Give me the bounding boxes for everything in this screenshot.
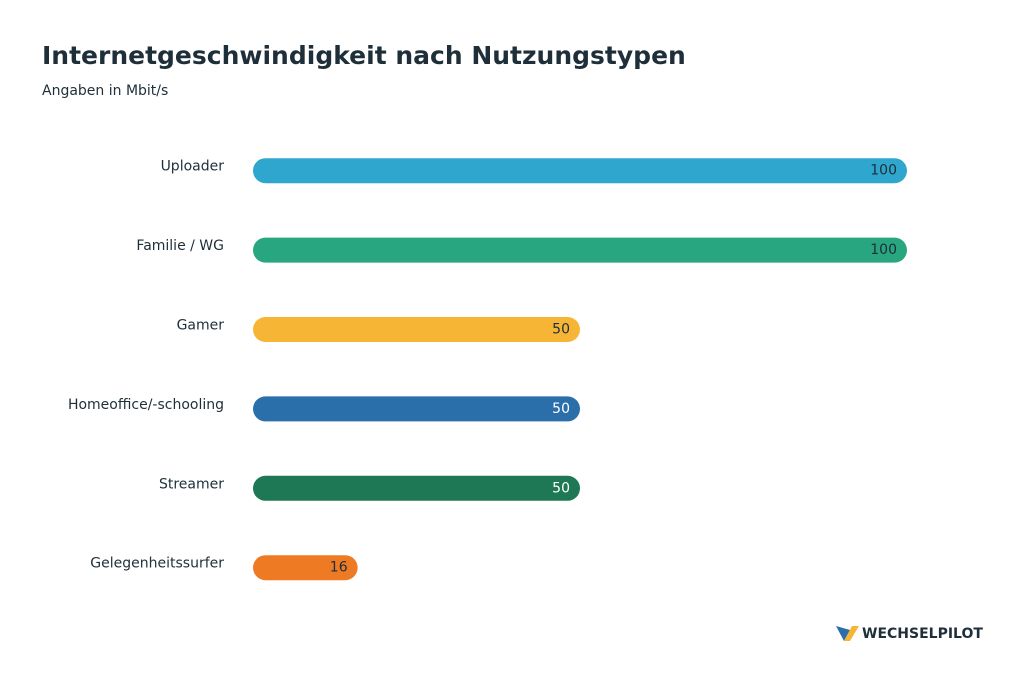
value-label: 50 [552,401,570,417]
value-label: 100 [870,242,897,258]
value-label: 50 [552,322,570,338]
value-label: 50 [552,480,570,496]
bar [253,475,580,501]
y-tick-label: Uploader [161,159,225,175]
y-tick-label: Gamer [177,318,225,334]
y-tick-label: Homeoffice/-schooling [68,397,224,413]
chart-subtitle: Angaben in Mbit/s [42,83,168,99]
bar [253,237,907,263]
brand-name: WECHSELPILOT [862,626,983,642]
value-label: 16 [330,560,348,576]
bar [253,555,358,581]
y-tick-label: Familie / WG [136,238,224,254]
y-tick-label: Streamer [159,476,224,492]
value-label: 100 [870,163,897,179]
chart-title: Internetgeschwindigkeit nach Nutzungstyp… [42,41,686,70]
y-tick-label: Gelegenheitssurfer [90,556,224,572]
brand-logo [836,626,859,641]
bar [253,396,580,422]
bar [253,317,580,342]
bar [253,158,907,184]
